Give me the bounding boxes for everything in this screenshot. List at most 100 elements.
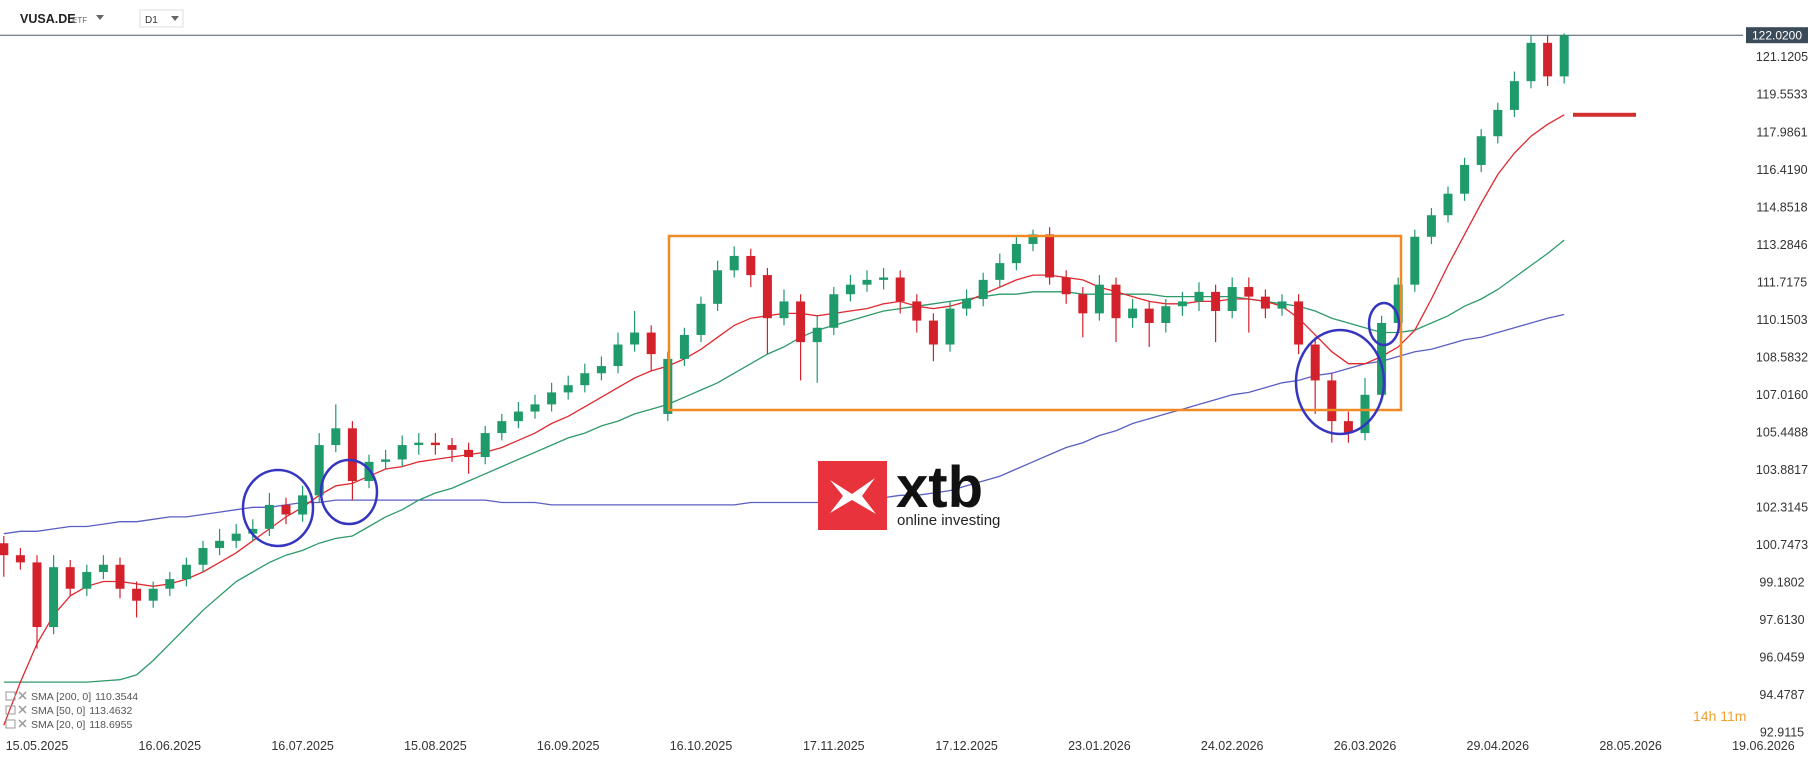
x-tick-label: 16.10.2025 bbox=[670, 739, 733, 753]
candle-body bbox=[912, 301, 922, 321]
y-tick-label: 119.5533 bbox=[1756, 88, 1807, 102]
candle-body bbox=[1128, 308, 1138, 319]
candle-body bbox=[596, 366, 606, 374]
candle-body bbox=[430, 442, 440, 446]
y-tick-label: 108.5832 bbox=[1756, 350, 1808, 364]
symbol: VUSA.DE bbox=[20, 12, 76, 26]
candle-body bbox=[1543, 42, 1553, 77]
candle-body bbox=[1227, 287, 1237, 311]
candle-body bbox=[497, 421, 507, 434]
candle-body bbox=[1476, 136, 1486, 165]
last-price-label: 122.0200 bbox=[1752, 29, 1802, 43]
candle-body bbox=[1260, 296, 1270, 309]
timeframe-select[interactable] bbox=[139, 9, 184, 28]
y-tick-label: 100.7473 bbox=[1756, 538, 1808, 552]
y-tick-label: 102.3145 bbox=[1756, 500, 1808, 514]
candle-body bbox=[829, 294, 839, 328]
x-tick-label: 19.06.2026 bbox=[1732, 739, 1795, 753]
candle-body bbox=[762, 275, 772, 319]
timeframe: D1 bbox=[145, 15, 158, 26]
candle-body bbox=[879, 277, 889, 280]
y-tick-label: 97.6130 bbox=[1759, 613, 1804, 627]
y-tick-label: 116.4190 bbox=[1756, 163, 1807, 177]
x-tick-label: 28.05.2026 bbox=[1599, 739, 1662, 753]
legend-value: 118.6955 bbox=[89, 719, 132, 731]
candle-body bbox=[1493, 109, 1503, 137]
candle-body bbox=[679, 334, 689, 359]
candle-body bbox=[464, 449, 474, 458]
legend-entry: SMA [50, 0] 113.4632 bbox=[31, 705, 132, 717]
candle-body bbox=[547, 392, 557, 405]
candle-body bbox=[1061, 277, 1071, 295]
candle-body bbox=[0, 543, 9, 556]
legend-entry: SMA [20, 0] 118.6955 bbox=[31, 719, 132, 731]
candle-body bbox=[1294, 301, 1304, 345]
candle-body bbox=[1559, 35, 1569, 77]
x-tick-label: 17.11.2025 bbox=[803, 739, 865, 753]
candle-body bbox=[198, 548, 208, 565]
legend-name: SMA [200, 0] bbox=[31, 691, 91, 703]
range-box bbox=[667, 234, 1403, 412]
candle-body bbox=[15, 555, 25, 563]
candle-body bbox=[928, 320, 938, 345]
sma-line bbox=[3, 239, 1565, 683]
candle-body bbox=[1460, 164, 1470, 194]
x-tick-label: 24.02.2026 bbox=[1201, 739, 1264, 753]
y-tick-label: 111.7175 bbox=[1757, 275, 1807, 289]
highlight-circle bbox=[1294, 328, 1386, 436]
candle-body bbox=[447, 445, 457, 450]
candle-body bbox=[779, 301, 789, 319]
x-tick-label: 26.03.2026 bbox=[1334, 739, 1397, 753]
candle-body bbox=[82, 571, 92, 589]
timeframe-dropdown[interactable] bbox=[171, 16, 179, 21]
candle-body bbox=[513, 411, 523, 422]
highlight-circle bbox=[319, 458, 379, 526]
y-tick-label: 103.8817 bbox=[1756, 463, 1808, 477]
candle-body bbox=[397, 445, 407, 460]
candle-body bbox=[1045, 234, 1055, 278]
candle-body bbox=[580, 373, 590, 386]
candle-body bbox=[32, 562, 42, 628]
candle-body bbox=[646, 332, 656, 355]
candle-body bbox=[630, 332, 640, 345]
x-tick-label: 17.12.2025 bbox=[935, 739, 998, 753]
candle-body bbox=[563, 385, 573, 393]
x-tick-label: 16.09.2025 bbox=[537, 739, 600, 753]
candle-body bbox=[962, 299, 972, 309]
symbol-dropdown[interactable] bbox=[96, 15, 104, 20]
candle-body bbox=[862, 279, 872, 285]
candle-body bbox=[1509, 81, 1519, 110]
candle-body bbox=[1343, 421, 1353, 434]
candle-body bbox=[298, 495, 308, 515]
candle-body bbox=[530, 404, 540, 412]
candle-body bbox=[264, 504, 274, 529]
candle-body bbox=[132, 588, 142, 601]
candle-body bbox=[696, 303, 706, 335]
annotations bbox=[241, 234, 1403, 548]
candle-body bbox=[796, 301, 806, 343]
candle-body bbox=[215, 540, 225, 549]
legend-icon bbox=[5, 705, 16, 715]
y-tick-label: 105.4488 bbox=[1756, 425, 1808, 439]
instrument-type: ETF bbox=[72, 16, 87, 25]
candle-body bbox=[1360, 394, 1370, 434]
candle-body bbox=[1194, 291, 1204, 302]
candle-body bbox=[1393, 284, 1403, 323]
candle-body bbox=[1426, 215, 1436, 237]
candle-body bbox=[1161, 306, 1171, 323]
y-tick-label: 99.1802 bbox=[1759, 576, 1804, 590]
y-tick-label: 121.1205 bbox=[1756, 50, 1808, 64]
candle-body bbox=[281, 504, 291, 515]
price-axis-panel bbox=[1743, 0, 1816, 761]
x-tick-label: 23.01.2026 bbox=[1068, 739, 1131, 753]
logo-tagline: online investing bbox=[897, 512, 1000, 529]
legend-name: SMA [20, 0] bbox=[31, 719, 85, 731]
candle-body bbox=[895, 277, 905, 302]
candle-body bbox=[1144, 308, 1154, 323]
candle-body bbox=[812, 327, 822, 343]
y-tick-label: 110.1503 bbox=[1756, 313, 1807, 327]
legend-name: SMA [50, 0] bbox=[31, 705, 85, 717]
